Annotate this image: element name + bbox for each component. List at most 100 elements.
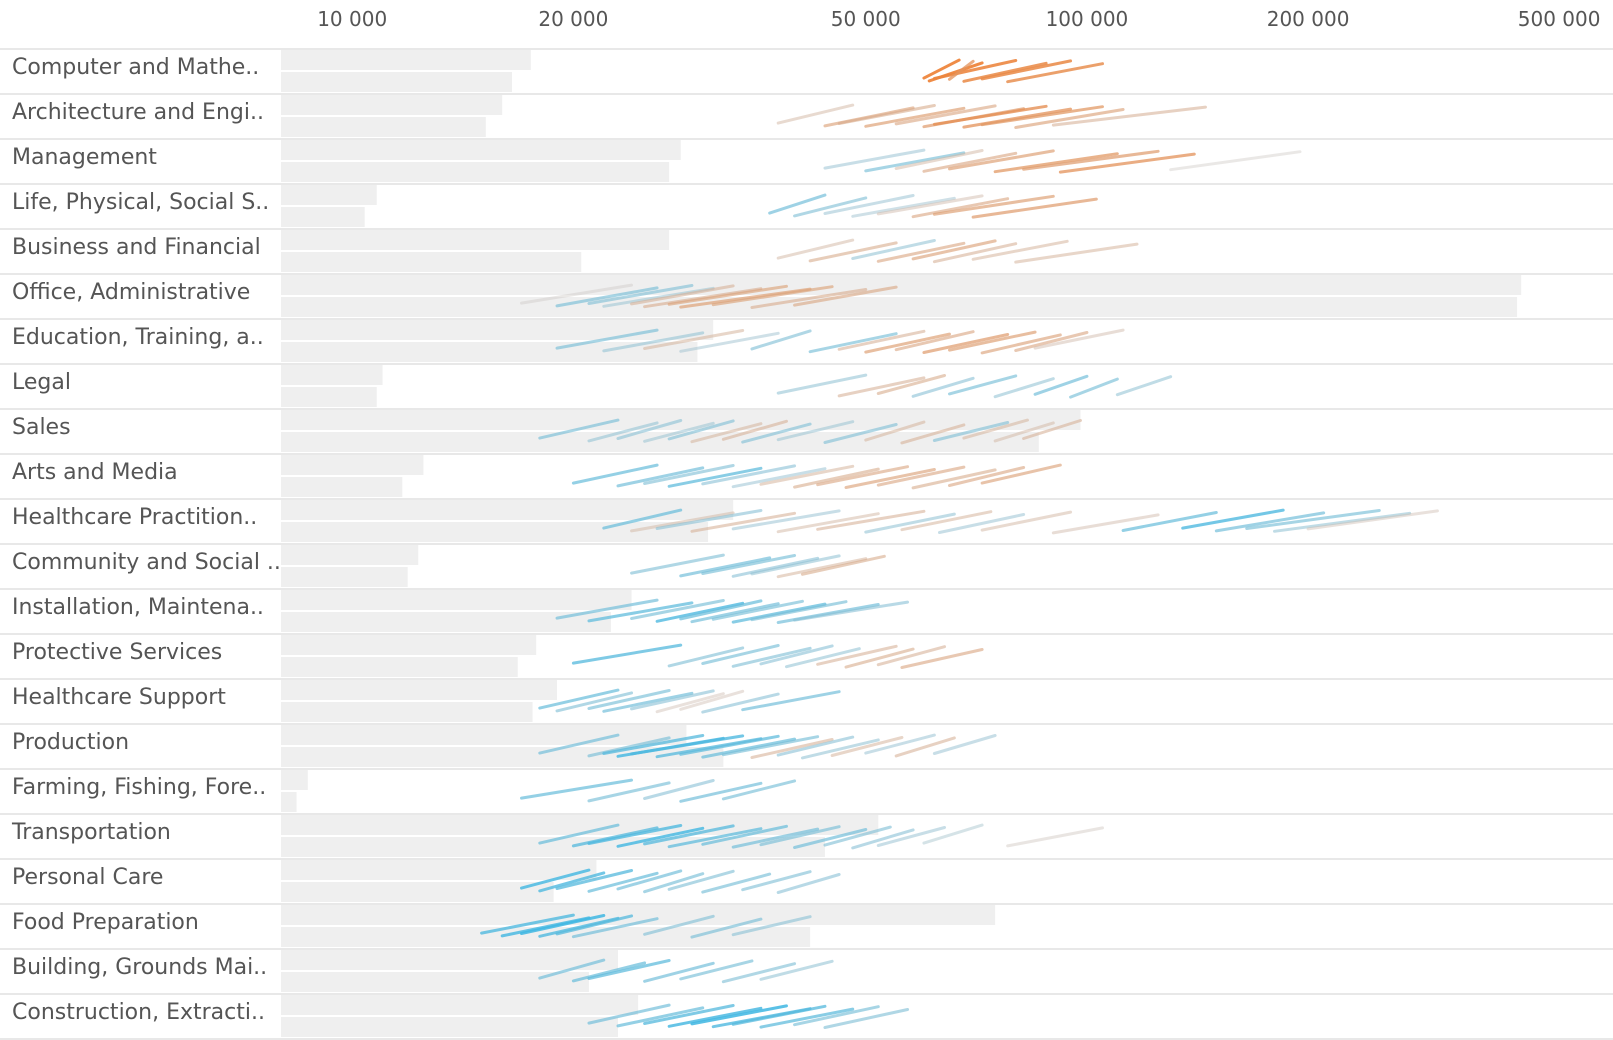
wage-segment [800, 554, 886, 576]
wage-segment [643, 961, 715, 983]
wage-segment [922, 823, 984, 845]
wage-segment [864, 512, 956, 534]
wage-segment [759, 464, 855, 486]
wage-segment [793, 1005, 880, 1027]
wage-segment [750, 554, 841, 576]
wage-segment [938, 513, 1026, 534]
category-labels: Computer and Mathe.. Architecture and Eng… [11, 55, 281, 1025]
wage-segment [701, 824, 788, 846]
employment-bar [281, 612, 611, 632]
employment-bar [281, 342, 698, 362]
wage-segment [655, 601, 745, 623]
wage-segment [731, 467, 827, 489]
wage-segment [616, 869, 683, 891]
employment-bar [281, 230, 670, 250]
employment-bar [281, 972, 589, 992]
wage-segment [520, 283, 634, 305]
wage-segment [630, 284, 735, 306]
wage-segment [922, 58, 961, 80]
employment-bar [281, 455, 424, 475]
wage-segment [844, 468, 936, 489]
wage-segment [731, 556, 820, 578]
wage-segment [602, 734, 705, 755]
wage-segment [721, 419, 788, 441]
wage-segment [587, 1003, 671, 1025]
employment-bar [281, 275, 1522, 295]
wage-segment [1115, 375, 1173, 397]
wage-segment [932, 242, 1018, 264]
wage-segment [837, 329, 926, 351]
category-label: Office, Administrative [12, 280, 250, 305]
wage-segment [655, 692, 725, 714]
wage-segment [679, 331, 780, 353]
wage-segment [741, 422, 812, 444]
category-label: Healthcare Practition.. [12, 505, 257, 530]
employment-bar [281, 792, 297, 812]
wage-segment [538, 871, 606, 893]
category-label: Food Preparation [12, 910, 199, 935]
wage-segment [793, 828, 868, 849]
category-label: Business and Financial [12, 235, 261, 260]
wage-segment [571, 643, 683, 665]
wage-segment [844, 647, 915, 669]
wage-segment [759, 959, 834, 981]
x-tick-label: 50 000 [831, 7, 901, 31]
wage-segment [932, 421, 1010, 442]
wage-segment [823, 825, 892, 847]
wage-segment [750, 288, 868, 309]
wage-segment [616, 419, 683, 440]
wage-segment [876, 465, 966, 487]
category-label: Education, Training, a.. [12, 325, 264, 350]
wage-segment [667, 827, 763, 849]
wage-segment [555, 598, 659, 620]
wage-segment [971, 197, 1098, 219]
wage-segment [768, 193, 827, 215]
wage-segment [1022, 149, 1160, 171]
category-label: Healthcare Support [12, 685, 226, 710]
wage-segment [667, 466, 763, 488]
wage-segment [731, 1004, 827, 1026]
wage-segment [602, 508, 683, 530]
category-label: Construction, Extracti.. [12, 1000, 265, 1025]
wage-segment [731, 646, 812, 668]
wage-segment [667, 419, 735, 441]
wage-segment [932, 194, 1055, 216]
employment-bar [281, 500, 734, 520]
wage-segment [776, 873, 841, 894]
wage-segment [1033, 328, 1125, 350]
wage-segment [876, 241, 966, 263]
wage-segment [555, 286, 659, 308]
employment-bar [281, 905, 996, 925]
wage-segment [643, 779, 715, 800]
wage-segment [587, 736, 671, 758]
wage-segment [667, 869, 735, 891]
x-tick-label: 200 000 [1267, 7, 1350, 31]
wage-segment [630, 553, 725, 575]
wage-segment [679, 734, 780, 756]
wage-segment [793, 600, 910, 622]
wage-segment [616, 1006, 705, 1028]
wage-segment [587, 601, 694, 623]
employment-bar [281, 927, 811, 947]
category-label: Arts and Media [12, 460, 178, 485]
wage-segment [980, 510, 1073, 532]
category-label: Installation, Maintena.. [12, 595, 264, 620]
wage-segment [993, 152, 1119, 174]
wage-segment [731, 915, 812, 937]
employment-bar [281, 590, 632, 610]
wage-segment [837, 376, 926, 398]
wage-segment [980, 59, 1073, 81]
wage-segment [932, 734, 997, 755]
category-label: Protective Services [12, 640, 222, 665]
wage-segment [911, 239, 997, 261]
wage-segment [679, 689, 745, 711]
wage-segment [520, 868, 591, 890]
category-label: Sales [12, 415, 71, 440]
wage-segment [741, 690, 841, 712]
wage-segment [851, 239, 936, 260]
wage-segment [701, 554, 797, 575]
wage-segment [947, 374, 1018, 396]
wage-segment [1121, 511, 1218, 532]
category-label: Legal [12, 370, 71, 395]
wage-segment [538, 688, 620, 710]
